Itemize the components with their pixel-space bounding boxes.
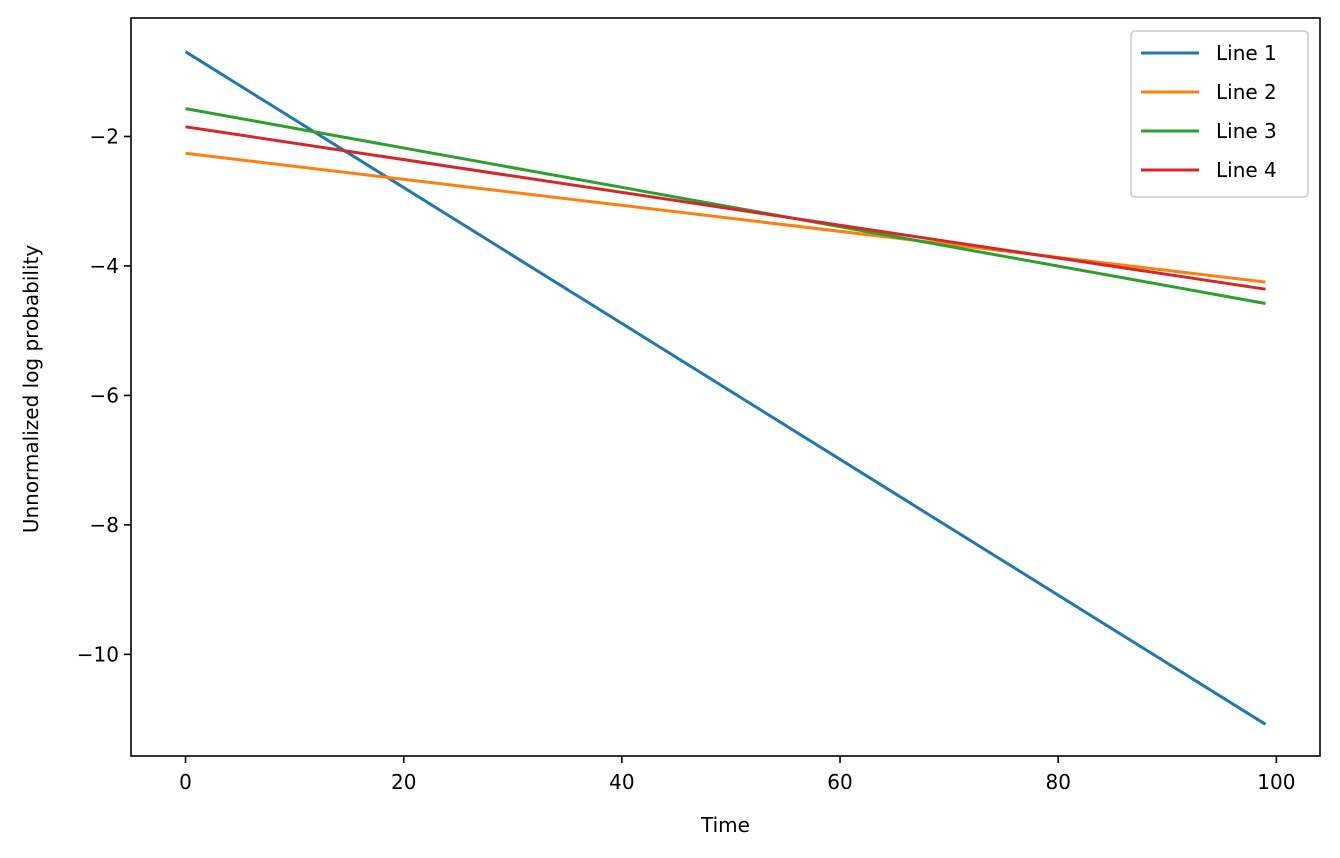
y-tick-label: −2 — [90, 124, 119, 148]
y-axis-label: Unnormalized log probability — [19, 245, 43, 534]
legend-label: Line 1 — [1216, 41, 1277, 65]
x-tick-label: 0 — [179, 770, 192, 794]
legend-box — [1130, 30, 1309, 198]
x-axis-label: Time — [700, 813, 750, 837]
y-tick-label: −8 — [90, 513, 119, 537]
series-line-3 — [185, 107, 1266, 305]
legend-item: Line 4 — [1141, 158, 1277, 182]
y-tick-label: −4 — [90, 254, 119, 278]
plot-area-frame — [130, 17, 1321, 757]
legend-item: Line 3 — [1141, 119, 1277, 143]
x-tick-label: 40 — [609, 770, 634, 794]
y-tick-label: −6 — [90, 383, 119, 407]
x-tick-label: 20 — [391, 770, 416, 794]
legend-item: Line 2 — [1141, 80, 1277, 104]
x-tick-label: 100 — [1257, 770, 1295, 794]
legend-item: Line 1 — [1141, 41, 1277, 65]
legend-label: Line 4 — [1216, 158, 1277, 182]
legend-label: Line 3 — [1216, 119, 1277, 143]
legend: Line 1 Line 2 Line 3 Line 4 — [1130, 30, 1309, 198]
x-tick-label: 60 — [827, 770, 852, 794]
series-line-4 — [185, 125, 1266, 291]
axis-ticks: 0 20 40 60 80 100 −10 −8 −6 −4 −2 — [77, 124, 1296, 794]
y-tick-label: −10 — [77, 642, 119, 666]
series-line-1 — [184, 50, 1267, 726]
series-lines — [184, 50, 1267, 726]
legend-label: Line 2 — [1216, 80, 1277, 104]
x-tick-label: 80 — [1045, 770, 1070, 794]
